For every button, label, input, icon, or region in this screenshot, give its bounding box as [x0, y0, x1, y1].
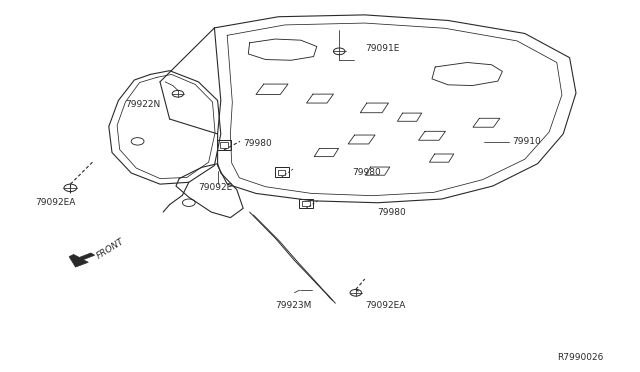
- Text: R7990026: R7990026: [557, 353, 603, 362]
- Text: 79922N: 79922N: [125, 100, 160, 109]
- Text: 79923M: 79923M: [275, 301, 312, 310]
- Text: 79092EA: 79092EA: [365, 301, 405, 310]
- Text: 79980: 79980: [243, 139, 272, 148]
- Text: 79092E: 79092E: [198, 183, 233, 192]
- Text: 79980: 79980: [378, 208, 406, 217]
- Polygon shape: [69, 253, 95, 267]
- Text: 79091E: 79091E: [365, 44, 399, 53]
- Text: 79980: 79980: [352, 169, 381, 177]
- Text: FRONT: FRONT: [95, 237, 125, 260]
- Text: 79910: 79910: [512, 137, 541, 146]
- Text: 79092EA: 79092EA: [35, 198, 76, 207]
